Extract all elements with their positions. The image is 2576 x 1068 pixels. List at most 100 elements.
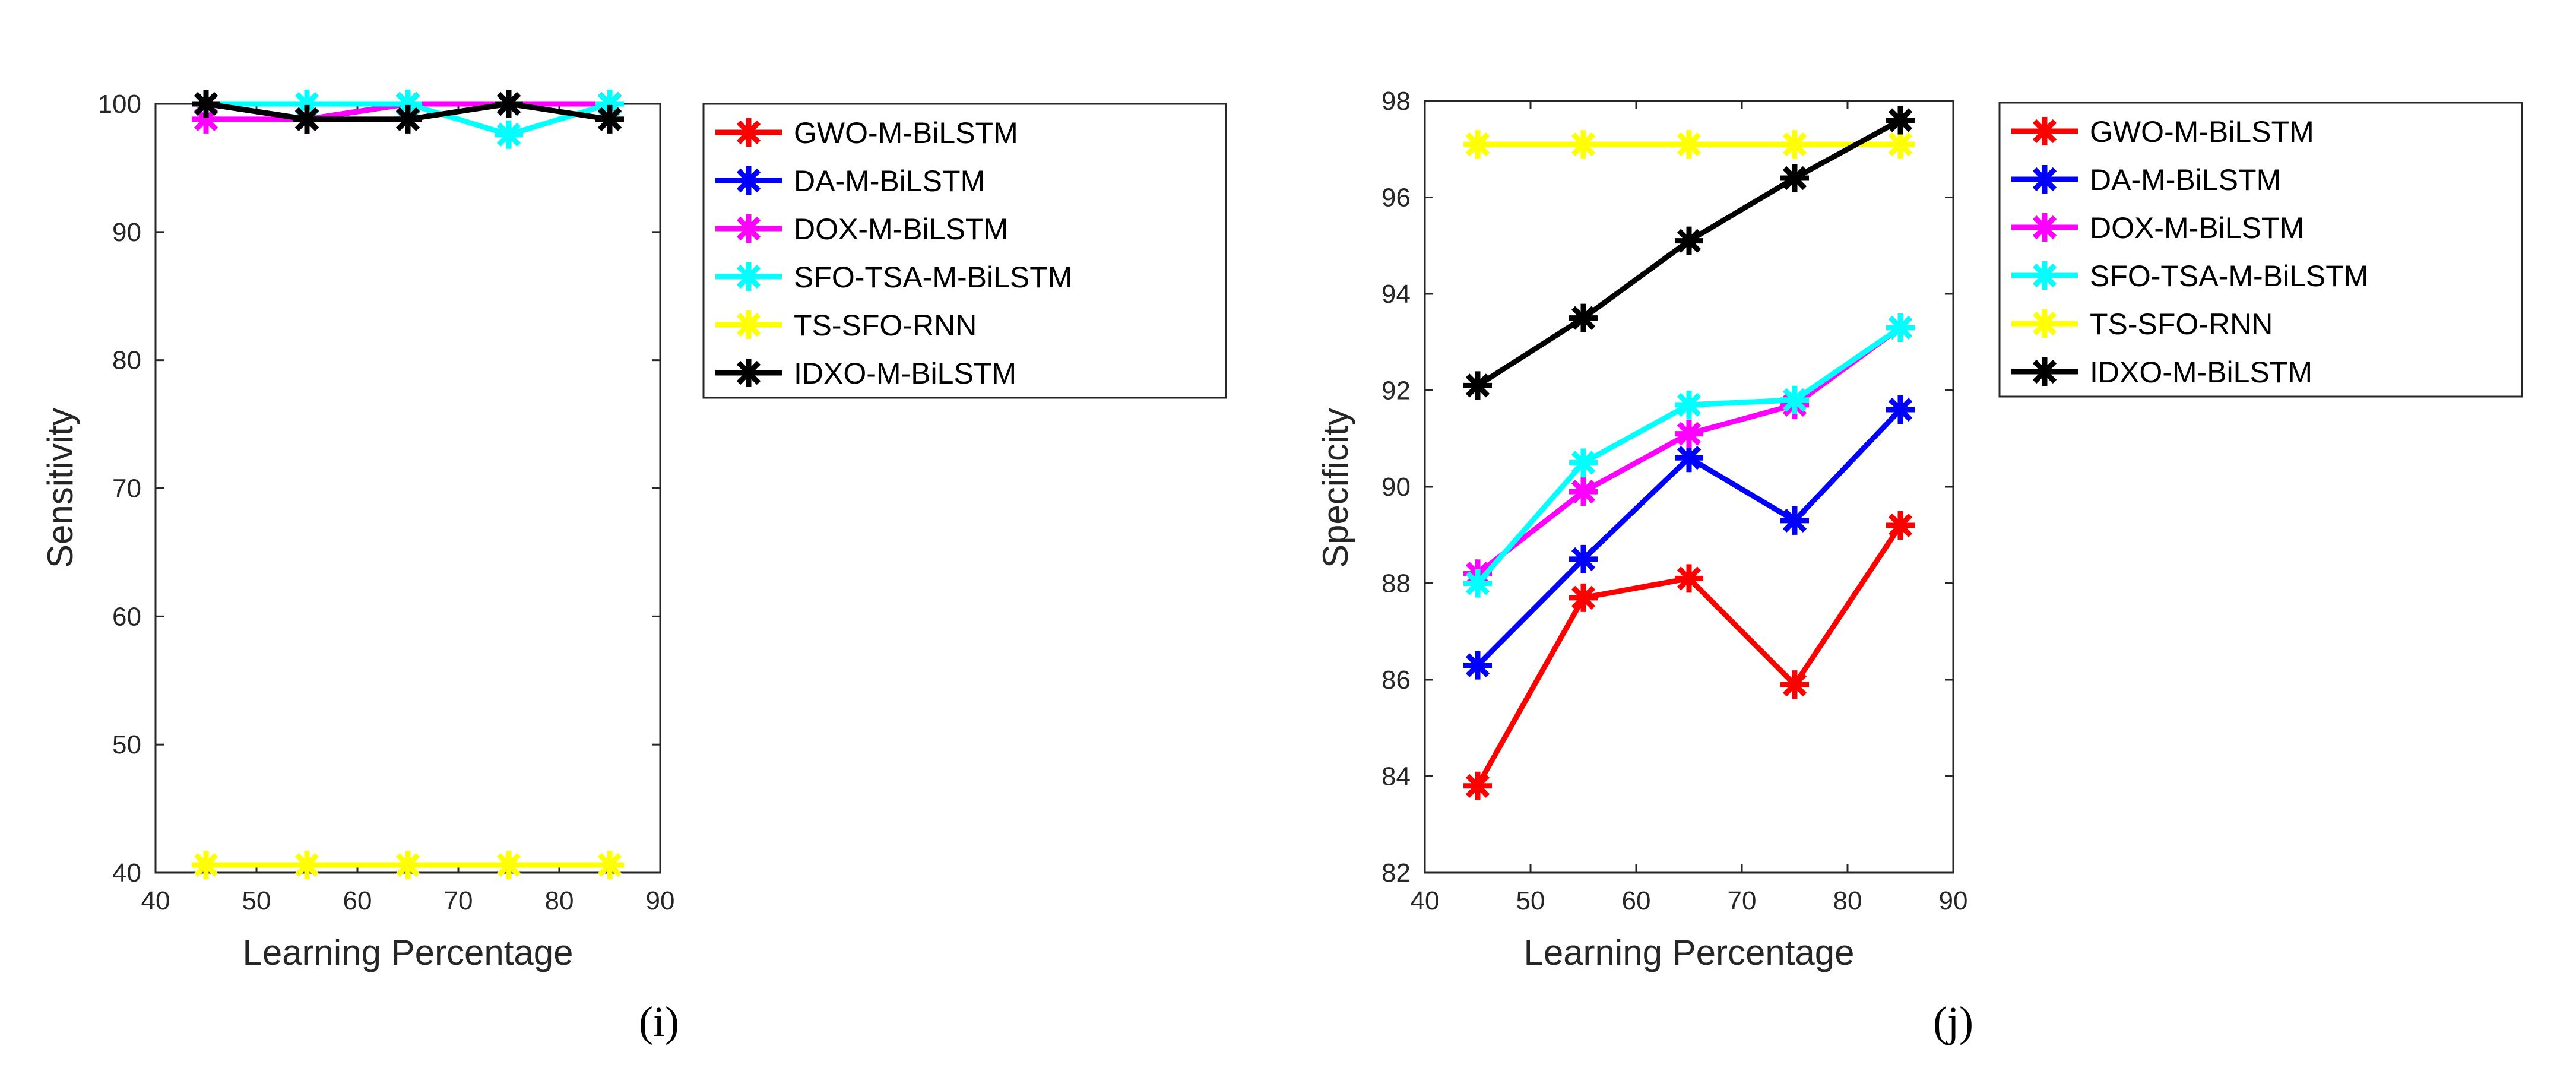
legend-item: SFO-TSA-M-BiLSTM <box>2011 259 2368 293</box>
legend-marker <box>734 166 763 195</box>
data-point-marker <box>192 90 220 118</box>
data-point-marker <box>1463 569 1492 598</box>
legend-label: DA-M-BiLSTM <box>794 164 985 198</box>
y-tick-label: 96 <box>1382 183 1411 213</box>
y-tick-label: 94 <box>1382 280 1411 309</box>
legend-label: TS-SFO-RNN <box>2090 308 2273 341</box>
x-tick-label: 80 <box>1833 886 1862 915</box>
data-point-marker <box>1886 511 1915 540</box>
x-tick-label: 50 <box>242 886 271 915</box>
y-axis-title: Specificity <box>1316 408 1355 568</box>
data-point-marker <box>1569 583 1598 612</box>
data-point-marker <box>1675 390 1703 419</box>
legend-item: TS-SFO-RNN <box>715 309 977 342</box>
legend-label: SFO-TSA-M-BiLSTM <box>794 261 1072 294</box>
y-tick-label: 80 <box>112 346 141 375</box>
data-point-marker <box>1675 226 1703 255</box>
y-tick-label: 82 <box>1382 858 1411 888</box>
panel-label: (j) <box>1933 998 1973 1045</box>
y-tick-label: 86 <box>1382 665 1411 695</box>
x-tick-label: 40 <box>1411 886 1440 915</box>
legend-marker <box>734 118 763 147</box>
legend-label: IDXO-M-BiLSTM <box>2090 356 2312 389</box>
y-tick-label: 50 <box>112 730 141 759</box>
data-point-marker <box>1780 670 1809 699</box>
legend: GWO-M-BiLSTM DA-M-BiLSTM DOX-M-BiLSTM SFO-T… <box>1998 102 2523 398</box>
plot-area-frame <box>154 103 661 874</box>
legend-item: DA-M-BiLSTM <box>715 164 985 198</box>
legend-item: GWO-M-BiLSTM <box>2011 115 2314 148</box>
x-axis-title: Learning Percentage <box>242 933 573 972</box>
x-tick-label: 60 <box>343 886 372 915</box>
legend: GWO-M-BiLSTM DA-M-BiLSTM DOX-M-BiLSTM SFO-T… <box>702 103 1227 399</box>
data-point-marker <box>595 104 624 134</box>
legend-label: DA-M-BiLSTM <box>2090 163 2281 197</box>
y-tick-label: 40 <box>112 858 141 888</box>
data-point-marker <box>1886 313 1915 342</box>
series-gwo-m-bilstm <box>1463 511 1915 800</box>
legend-label: SFO-TSA-M-BiLSTM <box>2090 259 2368 293</box>
legend-marker <box>2030 117 2059 145</box>
data-point-marker <box>495 120 523 149</box>
data-point-marker <box>1886 106 1915 135</box>
legend-marker <box>734 262 763 291</box>
legend-box <box>1998 102 2523 398</box>
data-point-marker <box>1675 443 1703 473</box>
legend-marker <box>2030 213 2059 242</box>
data-point-marker <box>394 90 422 118</box>
y-tick-label: 90 <box>112 218 141 247</box>
data-point-marker <box>1886 395 1915 424</box>
panel-label: (i) <box>639 998 679 1045</box>
data-point-marker <box>1886 130 1915 159</box>
legend-label: DOX-M-BiLSTM <box>2090 211 2304 245</box>
legend-label: DOX-M-BiLSTM <box>794 213 1008 246</box>
series-idxo-m-bilstm <box>192 90 624 134</box>
legend-item: DA-M-BiLSTM <box>2011 163 2281 197</box>
x-tick-label: 80 <box>545 886 574 915</box>
data-point-marker <box>394 104 422 134</box>
legend-marker <box>2030 165 2059 194</box>
y-tick-label: 88 <box>1382 569 1411 598</box>
plot-area-frame <box>1424 100 1954 874</box>
x-tick-label: 90 <box>1939 886 1968 915</box>
data-point-marker <box>1463 771 1492 800</box>
data-point-marker <box>1780 506 1809 535</box>
legend-marker <box>734 310 763 339</box>
data-point-marker <box>1463 130 1492 159</box>
chart-panel-i: 40 50 60 70 80 90 40 50 60 70 80 90 100 Learning Per… <box>40 90 1227 1045</box>
y-tick-label: 90 <box>1382 473 1411 502</box>
y-tick-label: 70 <box>112 474 141 503</box>
legend-label: GWO-M-BiLSTM <box>2090 115 2314 148</box>
data-point-marker <box>1780 130 1809 159</box>
data-point-marker <box>595 851 624 880</box>
data-point-marker <box>1463 651 1492 680</box>
x-axis-title: Learning Percentage <box>1523 933 1854 972</box>
legend-item: SFO-TSA-M-BiLSTM <box>715 261 1072 294</box>
data-point-marker <box>293 851 321 880</box>
legend-item: DOX-M-BiLSTM <box>2011 211 2304 245</box>
data-point-marker <box>1569 544 1598 573</box>
series-ts-sfo-rnn <box>1463 130 1915 159</box>
data-point-marker <box>1569 477 1598 506</box>
data-point-marker <box>1463 371 1492 400</box>
chart-panel-j: 40 50 60 70 80 90 82 84 86 88 90 92 94 96 98 Learning … <box>1316 87 2523 1045</box>
data-point-marker <box>1780 164 1809 192</box>
x-tick-label: 60 <box>1622 886 1651 915</box>
legend-label: TS-SFO-RNN <box>794 309 977 342</box>
data-point-marker <box>192 851 220 880</box>
legend-item: IDXO-M-BiLSTM <box>2011 356 2312 389</box>
x-tick-label: 70 <box>1728 886 1757 915</box>
legend-marker <box>2030 261 2059 290</box>
data-point-marker <box>495 851 523 880</box>
legend-label: IDXO-M-BiLSTM <box>794 357 1016 390</box>
legend-item: GWO-M-BiLSTM <box>715 116 1018 150</box>
data-point-marker <box>1675 419 1703 448</box>
series-sfo-tsa-m-bilstm <box>1463 313 1915 598</box>
series-idxo-m-bilstm <box>1463 106 1915 400</box>
data-point-marker <box>1569 130 1598 159</box>
y-tick-label: 84 <box>1382 762 1411 791</box>
legend-item: DOX-M-BiLSTM <box>715 213 1008 246</box>
x-tick-label: 50 <box>1516 886 1545 915</box>
legend-marker <box>2030 309 2059 338</box>
